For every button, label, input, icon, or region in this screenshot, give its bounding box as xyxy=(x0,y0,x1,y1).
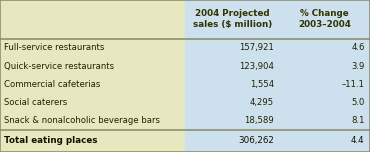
Bar xyxy=(0,112,185,130)
Text: 4.6: 4.6 xyxy=(351,43,364,52)
Text: 157,921: 157,921 xyxy=(239,43,274,52)
Text: 4.4: 4.4 xyxy=(351,136,364,145)
Bar xyxy=(0,0,185,39)
Bar xyxy=(185,112,370,130)
Bar xyxy=(185,39,370,57)
Text: –11.1: –11.1 xyxy=(342,80,364,89)
Text: 8.1: 8.1 xyxy=(351,116,364,125)
Text: 123,904: 123,904 xyxy=(239,62,274,71)
Text: % Change
2003–2004: % Change 2003–2004 xyxy=(298,9,351,29)
Text: 5.0: 5.0 xyxy=(351,98,364,107)
Text: 18,589: 18,589 xyxy=(244,116,274,125)
Text: Quick-service restaurants: Quick-service restaurants xyxy=(4,62,115,71)
Text: Commercial cafeterias: Commercial cafeterias xyxy=(4,80,101,89)
Bar xyxy=(185,130,370,152)
Text: Full-service restaurants: Full-service restaurants xyxy=(4,43,105,52)
Text: 4,295: 4,295 xyxy=(250,98,274,107)
Text: 1,554: 1,554 xyxy=(250,80,274,89)
Bar xyxy=(0,130,185,152)
Text: 306,262: 306,262 xyxy=(238,136,274,145)
Bar xyxy=(185,93,370,112)
Text: Social caterers: Social caterers xyxy=(4,98,68,107)
Bar xyxy=(0,57,185,75)
Bar xyxy=(185,75,370,93)
Text: 3.9: 3.9 xyxy=(351,62,364,71)
Bar xyxy=(185,57,370,75)
Bar xyxy=(0,93,185,112)
Text: Total eating places: Total eating places xyxy=(4,136,98,145)
Text: 2004 Projected
sales ($ million): 2004 Projected sales ($ million) xyxy=(192,9,272,29)
Text: Snack & nonalcoholic beverage bars: Snack & nonalcoholic beverage bars xyxy=(4,116,161,125)
Bar xyxy=(0,39,185,57)
Bar xyxy=(185,0,370,39)
Bar xyxy=(0,75,185,93)
